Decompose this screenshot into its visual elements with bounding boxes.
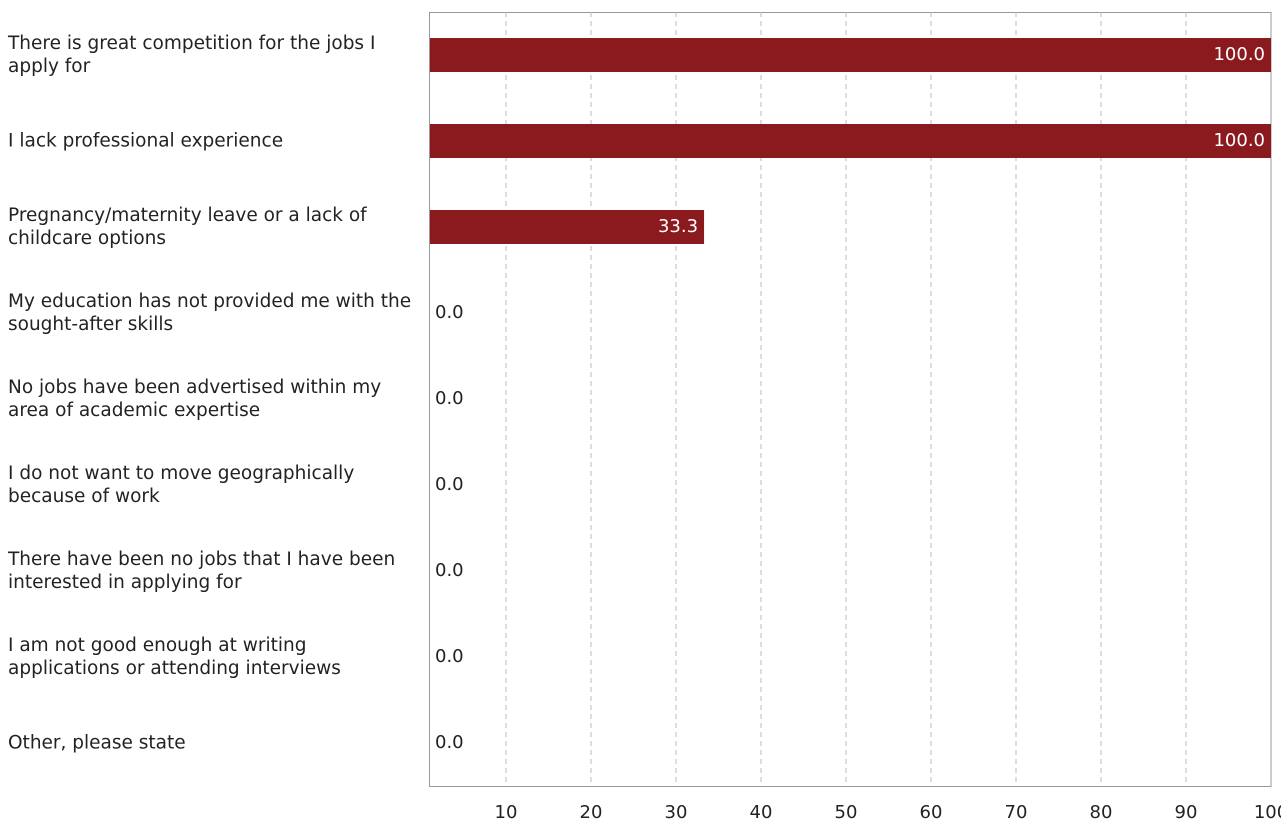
x-tick-label: 100: [1254, 802, 1281, 823]
x-tick-label: 20: [580, 802, 603, 823]
plot-frame: [429, 12, 1272, 787]
value-label: 0.0: [435, 646, 464, 667]
bar: [430, 38, 1271, 72]
value-label: 0.0: [435, 560, 464, 581]
value-label: 100.0: [1213, 44, 1265, 65]
value-label: 100.0: [1213, 130, 1265, 151]
category-label: Other, please state: [8, 732, 186, 754]
x-tick-label: 70: [1005, 802, 1028, 823]
x-tick-label: 40: [750, 802, 773, 823]
category-label: I do not want to move geographically bec…: [8, 463, 355, 507]
category-label: I lack professional experience: [8, 130, 284, 152]
category-label: No jobs have been advertised within my a…: [8, 377, 382, 421]
bar: [430, 124, 1271, 158]
value-label: 0.0: [435, 388, 464, 409]
category-label: There have been no jobs that I have been…: [8, 549, 396, 593]
category-label: My education has not provided me with th…: [8, 291, 412, 335]
category-label: I am not good enough at writing applicat…: [8, 635, 341, 679]
x-tick-label: 60: [920, 802, 943, 823]
category-label: There is great competition for the jobs …: [8, 33, 376, 77]
x-tick-label: 30: [665, 802, 688, 823]
value-label: 0.0: [435, 474, 464, 495]
x-tick-label: 80: [1090, 802, 1113, 823]
x-tick-label: 90: [1175, 802, 1198, 823]
category-label: Pregnancy/maternity leave or a lack of c…: [8, 205, 367, 249]
value-label: 33.3: [658, 216, 698, 237]
value-label: 0.0: [435, 302, 464, 323]
bar: [430, 210, 705, 244]
x-tick-label: 50: [835, 802, 858, 823]
x-tick-label: 10: [495, 802, 518, 823]
value-label: 0.0: [435, 732, 464, 753]
